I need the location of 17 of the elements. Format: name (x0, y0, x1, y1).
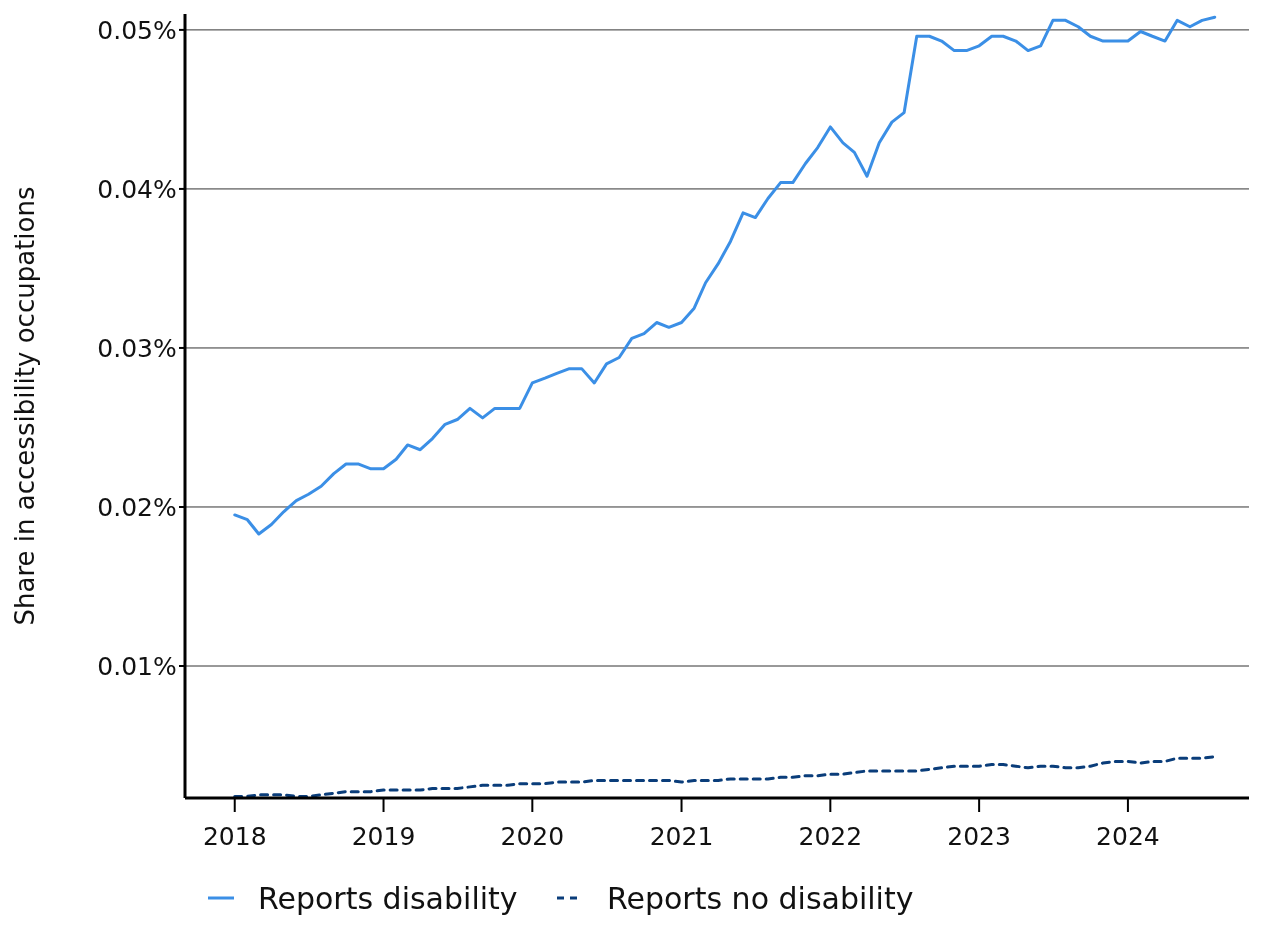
x-tick-label: 2018 (202, 822, 267, 851)
x-tick-label: 2022 (798, 822, 863, 851)
x-tick-label: 2019 (351, 822, 416, 851)
legend-label: Reports disability (258, 880, 518, 916)
y-tick-label: 0.01% (97, 651, 177, 681)
y-axis-title: Share in accessibility occupations (10, 186, 40, 626)
x-tick-label: 2024 (1096, 822, 1160, 851)
legend-label: Reports no disability (607, 880, 914, 916)
x-tick-label: 2021 (649, 822, 714, 851)
x-tick-label: 2020 (500, 822, 565, 851)
y-tick-label: 0.03% (97, 333, 177, 363)
x-tick-label: 2023 (947, 822, 1011, 851)
y-tick-label: 0.04% (97, 174, 177, 204)
line-series (233, 755, 1217, 798)
y-tick-label: 0.05% (97, 15, 177, 45)
y-tick-label: 0.02% (97, 492, 177, 522)
line-series (233, 15, 1217, 536)
